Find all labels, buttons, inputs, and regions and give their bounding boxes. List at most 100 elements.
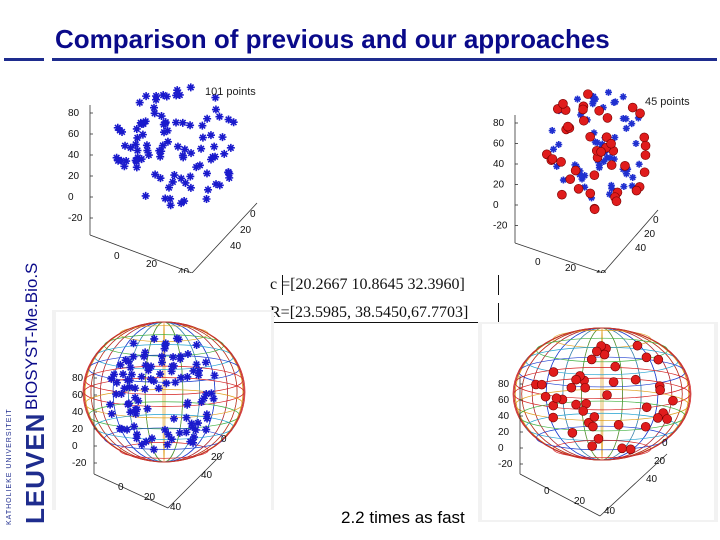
data-point-marker [583, 89, 593, 99]
data-point-marker [617, 443, 627, 454]
data-point-marker [158, 141, 167, 150]
data-point-marker [133, 153, 142, 162]
data-point-marker [203, 114, 212, 123]
plot-top-left-label: 101 points [205, 86, 256, 98]
data-point-marker [190, 433, 199, 442]
data-point-marker [558, 99, 568, 109]
data-point-marker [120, 384, 129, 393]
data-point-marker [595, 164, 603, 172]
y-tick-label: 40 [72, 407, 84, 418]
data-point-marker [594, 105, 604, 116]
x-tick-label: 0 [544, 486, 550, 497]
data-point-marker [131, 384, 140, 393]
x-tick-label: 20 [574, 496, 586, 507]
data-point-marker [127, 370, 136, 379]
data-point-marker [147, 362, 156, 371]
data-point-marker [140, 384, 149, 393]
data-point-marker [536, 379, 547, 390]
data-point-marker [573, 184, 584, 194]
data-point-marker [162, 92, 171, 101]
data-point-marker [121, 356, 130, 365]
sidebar-text: BIOSYST-Me.Bio.S [22, 262, 41, 410]
data-point-marker [639, 167, 650, 178]
plot-top-right-label: 45 points [645, 96, 690, 108]
center-equation: c =[20.2667 10.8645 32.3960] [270, 276, 465, 293]
plot-bottom-left: 80 60 40 20 0 -20 0 20 40 0 20 40 [56, 312, 271, 510]
data-point-marker [593, 139, 601, 147]
y-tick-label: 20 [493, 180, 505, 191]
data-point-marker [551, 393, 562, 404]
y-tick-label: 0 [72, 441, 78, 452]
y-tick-label: 80 [68, 108, 80, 119]
data-point-marker [600, 157, 608, 165]
z-tick-label: 40 [635, 243, 647, 254]
data-point-marker [173, 142, 182, 151]
data-point-marker [126, 408, 135, 417]
data-point-marker [112, 390, 121, 399]
data-point-marker [627, 102, 638, 113]
data-point-marker [117, 389, 126, 398]
x-axis-line [514, 242, 604, 273]
data-point-marker [125, 383, 134, 392]
data-point-marker [567, 427, 578, 438]
x-tick-label: 20 [144, 492, 156, 503]
data-point-marker [186, 83, 195, 92]
data-point-marker [215, 112, 224, 121]
data-point-marker [189, 438, 198, 447]
data-point-marker [580, 382, 591, 393]
data-point-marker [220, 149, 229, 158]
data-point-marker [132, 124, 141, 133]
data-point-marker [224, 168, 233, 177]
data-point-marker [174, 335, 183, 344]
data-point-marker [133, 146, 142, 155]
data-point-marker [586, 354, 597, 365]
data-point-marker [116, 360, 125, 369]
title-rule-left [4, 58, 44, 61]
data-point-marker [577, 111, 585, 119]
data-point-marker [138, 130, 147, 139]
data-point-marker [186, 121, 195, 130]
data-point-marker [632, 139, 640, 147]
data-point-marker [206, 131, 215, 140]
z-tick-label: 20 [654, 456, 666, 467]
data-point-marker [157, 358, 166, 367]
plot-top-left-svg: 80 60 40 20 0 -20 0 20 40 0 20 40 [68, 83, 258, 273]
y-tick-label: 20 [498, 427, 510, 438]
data-point-marker [225, 173, 234, 182]
data-point-marker [566, 382, 577, 393]
data-point-marker [142, 141, 151, 150]
y-tick-label: 0 [493, 200, 499, 211]
data-point-marker [150, 109, 159, 118]
z-axis-line [191, 202, 258, 273]
data-point-marker [640, 140, 651, 151]
plot-bottom-right-svg: 80 60 40 20 0 -20 0 20 40 0 20 40 [498, 327, 692, 517]
data-point-marker [107, 374, 116, 383]
data-point-marker [599, 104, 607, 112]
data-point-marker [610, 99, 618, 107]
data-point-marker [157, 112, 166, 121]
data-point-marker [112, 378, 121, 387]
x-axis-line [93, 473, 169, 509]
data-point-marker [164, 430, 173, 439]
data-point-marker [611, 196, 622, 207]
data-point-marker [131, 409, 140, 418]
data-point-marker [142, 92, 151, 101]
data-point-marker [182, 413, 191, 422]
data-point-marker [641, 402, 652, 413]
data-point-marker [126, 143, 135, 152]
data-point-marker [204, 185, 213, 194]
data-point-marker [578, 115, 589, 126]
data-point-marker [215, 181, 224, 190]
data-point-marker [199, 394, 208, 403]
data-point-marker [129, 352, 138, 361]
data-point-marker [142, 437, 151, 446]
y-tick-label: 60 [68, 129, 80, 140]
y-tick-label: 80 [72, 373, 84, 384]
y-tick-label: 60 [72, 390, 84, 401]
data-point-marker [210, 371, 219, 380]
logo-subtitle: KATHOLIEKE UNIVERSITEIT [6, 408, 13, 525]
data-point-marker [140, 352, 149, 361]
data-point-marker [182, 428, 191, 437]
data-point-marker [113, 123, 122, 132]
data-point-marker [159, 91, 168, 100]
